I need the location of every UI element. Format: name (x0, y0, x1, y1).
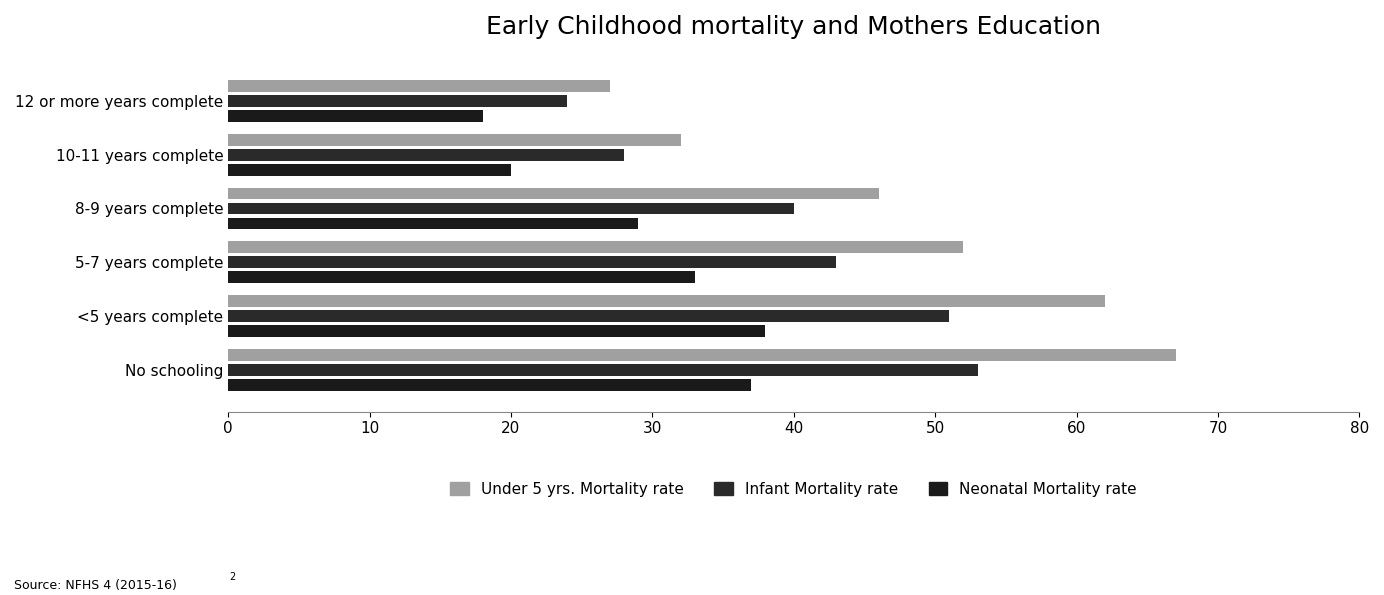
Text: Source: NFHS 4 (2015-16): Source: NFHS 4 (2015-16) (14, 579, 177, 592)
Bar (228, 218, 638, 230)
Bar (228, 325, 765, 337)
Bar (228, 256, 836, 268)
Bar (228, 310, 949, 322)
Bar (228, 242, 963, 253)
Bar (228, 202, 794, 214)
Bar (228, 271, 695, 283)
Bar (228, 149, 624, 161)
Legend: Under 5 yrs. Mortality rate, Infant Mortality rate, Neonatal Mortality rate: Under 5 yrs. Mortality rate, Infant Mort… (444, 475, 1143, 503)
Bar (228, 349, 1175, 361)
Bar (228, 187, 879, 199)
Bar (228, 80, 610, 92)
Text: 2: 2 (230, 572, 237, 582)
Bar (228, 164, 511, 176)
Title: Early Childhood mortality and Mothers Education: Early Childhood mortality and Mothers Ed… (486, 15, 1102, 39)
Bar (228, 295, 1104, 307)
Bar (228, 95, 567, 107)
Bar (228, 379, 752, 391)
Bar (228, 134, 681, 146)
Bar (228, 364, 977, 375)
Bar (228, 110, 483, 122)
